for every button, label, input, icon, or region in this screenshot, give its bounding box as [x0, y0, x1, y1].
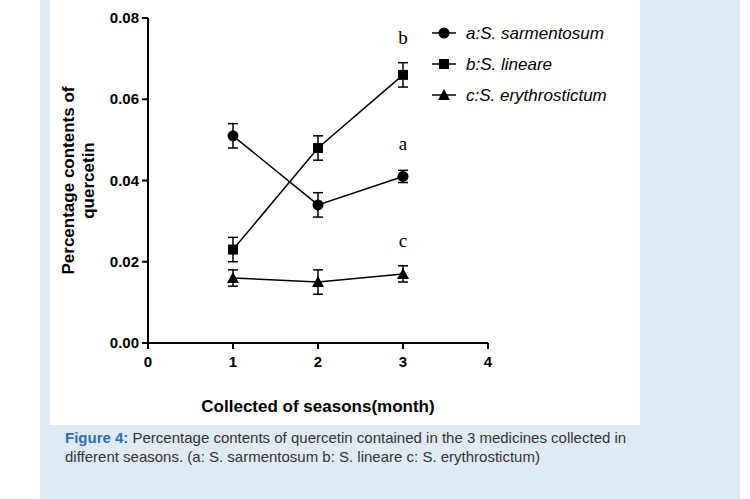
y-axis-label-line: quercetin: [79, 142, 98, 219]
y-axis-label: Percentage contents ofquercetin: [59, 86, 98, 274]
series-line: [233, 75, 403, 250]
y-tick-label: 0.02: [110, 253, 139, 270]
data-point: [228, 130, 239, 141]
x-tick: [487, 343, 489, 349]
caption: Figure 4: Percentage contents of quercet…: [65, 428, 645, 466]
caption-text: Percentage contents of quercetin contain…: [65, 429, 626, 465]
data-point: [398, 171, 409, 182]
y-axis-label-line: Percentage contents of: [59, 86, 78, 274]
legend-item: c:S. erythrostictum: [432, 86, 607, 105]
error-cap: [398, 281, 408, 283]
error-bar: [313, 136, 323, 160]
y-tick: [142, 180, 148, 182]
annotation: a: [399, 133, 408, 154]
data-point: [313, 143, 323, 153]
y-tick-label: 0.08: [110, 9, 139, 26]
legend-marker: [438, 89, 450, 100]
x-tick-label: 3: [399, 353, 407, 370]
legend-marker: [439, 28, 450, 39]
error-cap: [228, 269, 238, 271]
caption-label: Figure 4:: [65, 429, 128, 446]
chart-background: [50, 0, 640, 425]
error-bar: [398, 170, 408, 182]
x-tick: [402, 343, 404, 349]
x-tick-label: 2: [314, 353, 322, 370]
legend-label: a:S. sarmentosum: [466, 24, 604, 43]
annotation: c: [399, 230, 407, 251]
error-cap: [398, 86, 408, 88]
data-point: [227, 272, 239, 283]
error-cap: [228, 285, 238, 287]
error-cap: [398, 62, 408, 64]
plot-area: [227, 63, 409, 295]
error-cap: [398, 182, 408, 184]
legend-item: b:S. lineare: [432, 55, 552, 74]
annotation: b: [398, 27, 408, 48]
error-cap: [398, 170, 408, 172]
data-point: [312, 276, 324, 287]
x-axis-label: Collected of seasons(month): [201, 397, 434, 416]
error-cap: [228, 123, 238, 125]
legend-label: c:S. erythrostictum: [466, 86, 607, 105]
y-tick-label: 0.00: [110, 334, 139, 351]
y-tick-label: 0.06: [110, 90, 139, 107]
data-point: [397, 268, 409, 279]
x-tick-label: 0: [144, 353, 152, 370]
error-bar: [398, 266, 408, 282]
error-bar: [228, 270, 238, 286]
error-bar: [313, 193, 323, 217]
error-cap: [313, 135, 323, 137]
error-cap: [313, 294, 323, 296]
chart: 0.00 0.02 0.04 0.06 0.08 0 1 2 3 4 Collected of se…: [0, 0, 750, 425]
error-cap: [398, 265, 408, 267]
error-cap: [228, 147, 238, 149]
error-cap: [228, 237, 238, 239]
y-tick-label: 0.04: [110, 172, 140, 189]
x-tick-label: 4: [484, 353, 493, 370]
error-bar: [398, 63, 408, 87]
y-tick: [142, 98, 148, 100]
error-cap: [313, 192, 323, 194]
error-cap: [313, 159, 323, 161]
error-bar: [228, 237, 238, 261]
x-tick: [317, 343, 319, 349]
error-cap: [313, 216, 323, 218]
data-point: [398, 70, 408, 80]
data-point: [313, 199, 324, 210]
x-tick: [232, 343, 234, 349]
error-cap: [313, 269, 323, 271]
data-point: [228, 245, 238, 255]
legend-item: a:S. sarmentosum: [432, 24, 604, 43]
y-tick: [142, 17, 148, 19]
error-bar: [228, 124, 238, 148]
x-tick: [147, 343, 149, 349]
error-cap: [228, 261, 238, 263]
legend-label: b:S. lineare: [466, 55, 552, 74]
y-tick: [142, 261, 148, 263]
x-tick-label: 1: [229, 353, 237, 370]
error-bar: [313, 270, 323, 294]
legend-marker: [439, 59, 449, 69]
